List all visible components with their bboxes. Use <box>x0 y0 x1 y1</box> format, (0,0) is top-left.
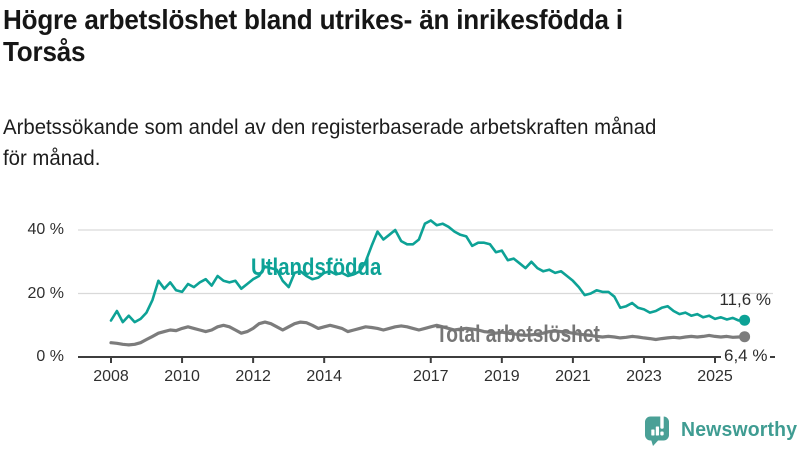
x-tick-label: 2023 <box>626 368 662 385</box>
x-tick-label: 2014 <box>306 368 342 385</box>
series-label-total-arbetsloshet: Total arbetslöshet <box>436 321 600 348</box>
end-value-total-arbetsloshet: 6,4 % <box>721 346 771 366</box>
x-tick-label: 2012 <box>235 368 271 385</box>
newsworthy-logo[interactable]: Newsworthy <box>644 415 800 446</box>
y-tick-label: 0 % <box>36 348 64 365</box>
chart-subtitle-line1: Arbetssökande som andel av den registerb… <box>3 116 657 139</box>
chart-subtitle-line2: för månad. <box>3 147 101 170</box>
chart-title: Högre arbetslöshet bland utrikes- än inr… <box>3 4 766 68</box>
series-end-dot-total-arbetsloshet <box>739 331 751 343</box>
y-tick-label: 40 % <box>27 221 64 238</box>
end-value-utlandsfodda: 11,6 % <box>719 290 771 309</box>
series-label-utlandsfodda: Utlandsfödda <box>251 254 382 281</box>
chart-title-line2: Torsås <box>3 36 86 67</box>
series-end-dot-utlandsfodda <box>739 314 751 326</box>
x-tick-label: 2010 <box>164 368 200 385</box>
newsworthy-wordmark: Newsworthy <box>681 419 798 441</box>
chart-subtitle: Arbetssökande som andel av den registerb… <box>3 112 779 174</box>
x-tick-label: 2019 <box>484 368 520 385</box>
y-tick-label: 20 % <box>27 284 64 302</box>
x-tick-label: 2017 <box>412 368 449 385</box>
x-tick-label: 2021 <box>555 368 591 385</box>
x-tick-label: 2025 <box>697 368 733 385</box>
chart-title-line1: Högre arbetslöshet bland utrikes- än inr… <box>3 4 623 35</box>
series-line-total-arbetsloshet <box>109 320 747 347</box>
series-line-utlandsfodda <box>109 219 746 324</box>
newsworthy-icon <box>645 415 669 446</box>
x-tick-label: 2008 <box>93 368 129 385</box>
